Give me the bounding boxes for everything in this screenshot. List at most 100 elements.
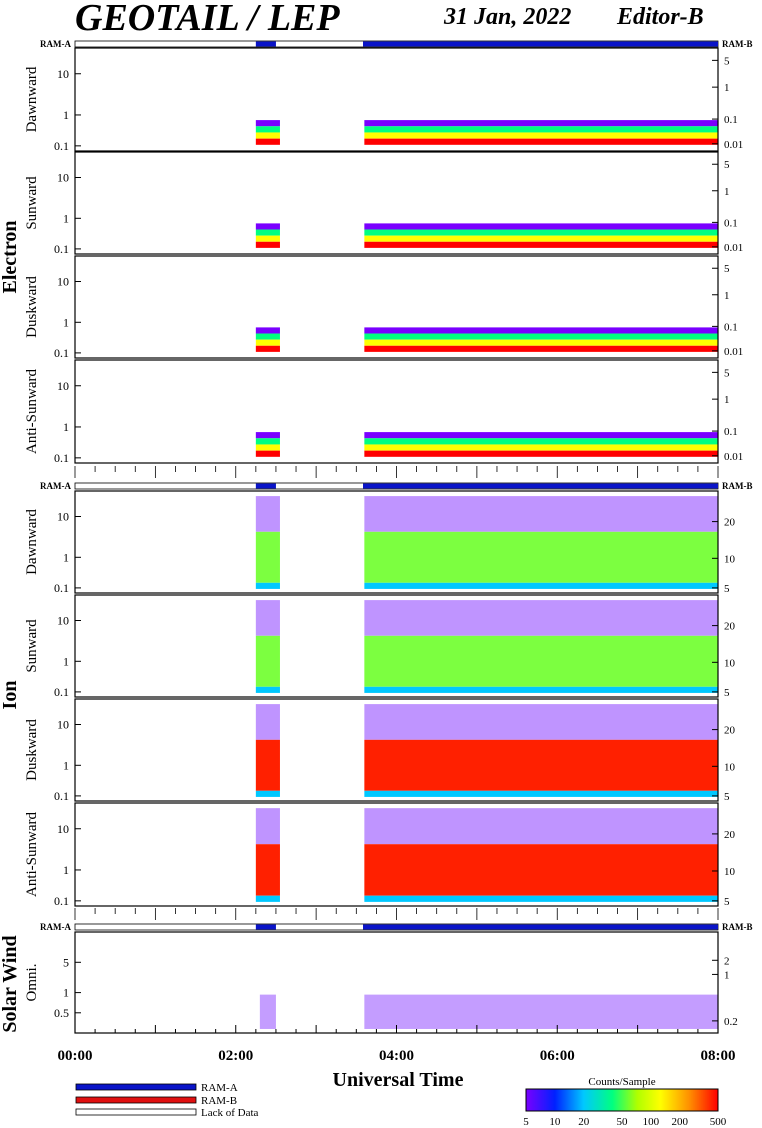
intensity-band-peak	[255, 138, 280, 145]
left-tick-label: 5	[63, 955, 69, 969]
panel-frame	[74, 359, 719, 464]
left-tick-label: 10	[57, 171, 69, 185]
left-tick-label: 0.1	[54, 581, 69, 595]
left-tick-label: 1	[63, 108, 69, 122]
intensity-band-core	[255, 531, 280, 583]
intensity-band-peak	[255, 345, 280, 352]
intensity-band-low	[255, 496, 280, 532]
left-tick-label: 0.5	[54, 1006, 69, 1020]
intensity-band-low	[364, 432, 718, 439]
left-tick-label: 10	[57, 379, 69, 393]
left-tick-label: 10	[57, 510, 69, 524]
right-tick-label: 20	[724, 517, 736, 529]
status-bars: RAM-A RAM-B RAM-A RAM-B RAM-A RAM-B	[40, 39, 753, 932]
x-axis-label: Universal Time	[333, 1069, 464, 1091]
intensity-band-mid	[364, 438, 718, 445]
left-tick-label: 1	[63, 315, 69, 329]
colorbar-tick-label: 5	[523, 1116, 529, 1128]
intensity-band-mid	[364, 229, 718, 236]
right-tick-label: 1	[724, 290, 730, 302]
figure-date: 31 Jan, 2022	[443, 4, 571, 30]
right-tick-label: 0.01	[724, 346, 743, 358]
intensity-band-low	[364, 704, 718, 740]
x-tick-label: 04:00	[379, 1048, 414, 1064]
right-tick-label: 20	[724, 725, 736, 737]
left-tick-label: 10	[57, 67, 69, 81]
right-tick-label: 10	[724, 761, 736, 773]
intensity-band-edge	[364, 686, 718, 693]
colorbar-tick-label: 10	[549, 1116, 561, 1128]
intensity-band-high	[364, 444, 718, 451]
panel-axis-label: Dawnward	[24, 66, 40, 132]
left-tick-label: 1	[63, 550, 69, 564]
intensity-band-high	[364, 235, 718, 242]
left-tick-label: 0.1	[54, 685, 69, 699]
intensity-band-high	[364, 132, 718, 139]
intensity-band-core	[364, 739, 718, 791]
figure-title: GEOTAIL / LEP	[75, 0, 340, 39]
intensity-band-peak	[364, 138, 718, 145]
right-tick-label: 20	[724, 829, 736, 841]
left-tick-label: 0.1	[54, 346, 69, 360]
left-tick-label: 0.1	[54, 242, 69, 256]
left-tick-label: 10	[57, 822, 69, 836]
panel-1-duskward: Duskward 10 1 0.1 20 10 5	[24, 698, 736, 803]
right-tick-label: 0.01	[724, 242, 743, 254]
right-tick-label: 0.2	[724, 1016, 738, 1028]
status-bar-right-label: RAM-B	[722, 39, 753, 49]
right-tick-label: 0.1	[724, 426, 738, 438]
status-bar-segment	[255, 924, 276, 930]
panel-1-anti-sunward: Anti-Sunward 10 1 0.1 20 10 5	[24, 802, 736, 908]
left-tick-label: 10	[57, 275, 69, 289]
intensity-band-high	[364, 339, 718, 346]
intensity-band-high	[255, 339, 280, 346]
panel-frame	[74, 490, 719, 594]
intensity-band-low	[364, 496, 718, 532]
panel-1-sunward: Sunward 10 1 0.1 20 10 5	[24, 594, 736, 699]
right-tick-label: 1	[724, 394, 730, 406]
status-bar-segment	[363, 41, 718, 47]
intensity-band-low	[255, 223, 280, 230]
intensity-band-core	[255, 844, 280, 896]
intensity-band-high	[255, 235, 280, 242]
intensity-band-core	[255, 635, 280, 687]
right-tick-label: 0.1	[724, 114, 738, 126]
panel-frame	[74, 594, 719, 698]
intensity-band-mid	[255, 229, 280, 236]
left-tick-label: 1	[63, 863, 69, 877]
colorbar-tick-label: 20	[578, 1116, 590, 1128]
left-tick-label: 10	[57, 614, 69, 628]
status-bar-right-label: RAM-B	[722, 481, 753, 491]
group-label-solar-wind: Solar Wind	[0, 935, 21, 1032]
right-tick-label: 2	[724, 955, 730, 967]
status-bar-segment	[363, 924, 718, 930]
intensity-band-low	[364, 808, 718, 845]
intensity-band-edge	[364, 790, 718, 797]
colorbar-title: Counts/Sample	[588, 1076, 655, 1088]
intensity-band-peak	[364, 345, 718, 352]
intensity-band-edge	[255, 582, 280, 589]
panel-0-dawnward: Dawnward 10 1 0.1 5 1 0.1 0.01	[24, 47, 743, 153]
left-tick-label: 1	[63, 211, 69, 225]
right-tick-label: 1	[724, 969, 730, 981]
left-tick-label: 1	[63, 420, 69, 434]
intensity-band-peak	[255, 450, 280, 457]
legend-swatch-ram-a	[75, 1083, 197, 1091]
intensity-band-peak	[364, 241, 718, 248]
panel-0-duskward: Duskward 10 1 0.1 5 1 0.1 0.01	[24, 255, 743, 360]
intensity-band-peak	[255, 241, 280, 248]
panel-frame	[74, 47, 719, 152]
status-bar-segment	[255, 41, 276, 47]
right-tick-label: 10	[724, 657, 736, 669]
intensity-band-low	[255, 120, 280, 127]
panel-1-dawnward: Dawnward 10 1 0.1 20 10 5	[24, 490, 736, 595]
right-tick-label: 5	[724, 896, 730, 908]
intensity-band-mid	[255, 438, 280, 445]
intensity-band-mid	[364, 126, 718, 133]
intensity-band-high	[255, 444, 280, 451]
colorbar-ticks: 5 10 20 50 100 200 500	[523, 1116, 727, 1128]
intensity-band-low	[255, 600, 280, 636]
left-tick-label: 0.1	[54, 451, 69, 465]
panel-frame	[74, 255, 719, 359]
colorbar	[525, 1088, 719, 1112]
